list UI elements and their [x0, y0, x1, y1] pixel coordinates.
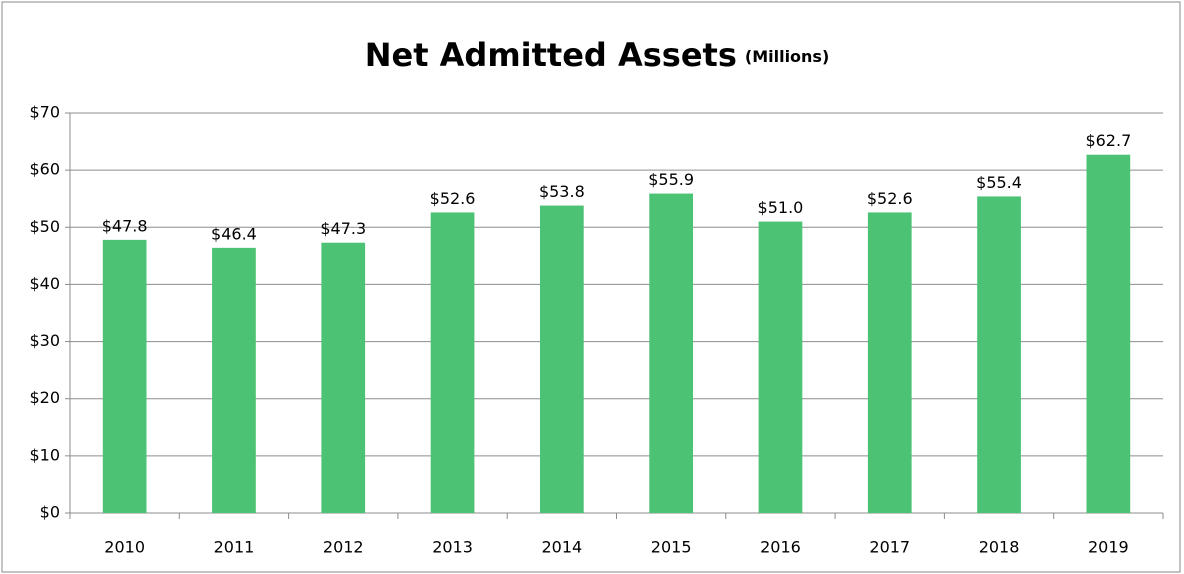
- chart-title: Net Admitted Assets: [365, 36, 737, 74]
- bar: [758, 221, 803, 514]
- data-label: $47.3: [320, 219, 366, 238]
- bar: [867, 212, 912, 513]
- data-label: $52.6: [430, 189, 476, 208]
- x-tick-label: 2018: [979, 538, 1020, 557]
- y-tick-label: $20: [29, 388, 60, 407]
- data-label: $55.9: [648, 170, 694, 189]
- data-label: $52.6: [867, 189, 913, 208]
- y-tick-label: $40: [29, 274, 60, 293]
- y-tick-label: $50: [29, 217, 60, 236]
- data-label: $46.4: [211, 224, 257, 243]
- y-tick-label: $70: [29, 103, 60, 122]
- bar: [539, 205, 584, 514]
- bar: [649, 193, 694, 514]
- data-label: $47.8: [102, 216, 148, 235]
- bar: [430, 212, 475, 513]
- data-label: $55.4: [976, 173, 1022, 192]
- x-tick-label: 2011: [214, 538, 255, 557]
- data-label: $62.7: [1085, 131, 1131, 150]
- bar: [321, 242, 366, 513]
- data-label: $51.0: [758, 198, 804, 217]
- bar: [1086, 154, 1131, 513]
- y-tick-label: $0: [40, 503, 60, 522]
- x-tick-label: 2015: [651, 538, 692, 557]
- x-tick-label: 2013: [432, 538, 473, 557]
- x-tick-label: 2016: [760, 538, 801, 557]
- data-label: $53.8: [539, 182, 585, 201]
- y-tick-label: $10: [29, 445, 60, 464]
- chart-title-group: Net Admitted Assets (Millions): [365, 36, 830, 74]
- bar: [977, 196, 1021, 513]
- bar: [212, 247, 256, 513]
- y-tick-label: $60: [29, 160, 60, 179]
- bar: [102, 239, 147, 513]
- x-tick-label: 2010: [104, 538, 145, 557]
- chart-subtitle: (Millions): [745, 47, 829, 66]
- x-tick-label: 2012: [323, 538, 364, 557]
- x-tick-label: 2017: [869, 538, 910, 557]
- x-tick-label: 2019: [1088, 538, 1129, 557]
- x-tick-label: 2014: [541, 538, 582, 557]
- y-tick-label: $30: [29, 331, 60, 350]
